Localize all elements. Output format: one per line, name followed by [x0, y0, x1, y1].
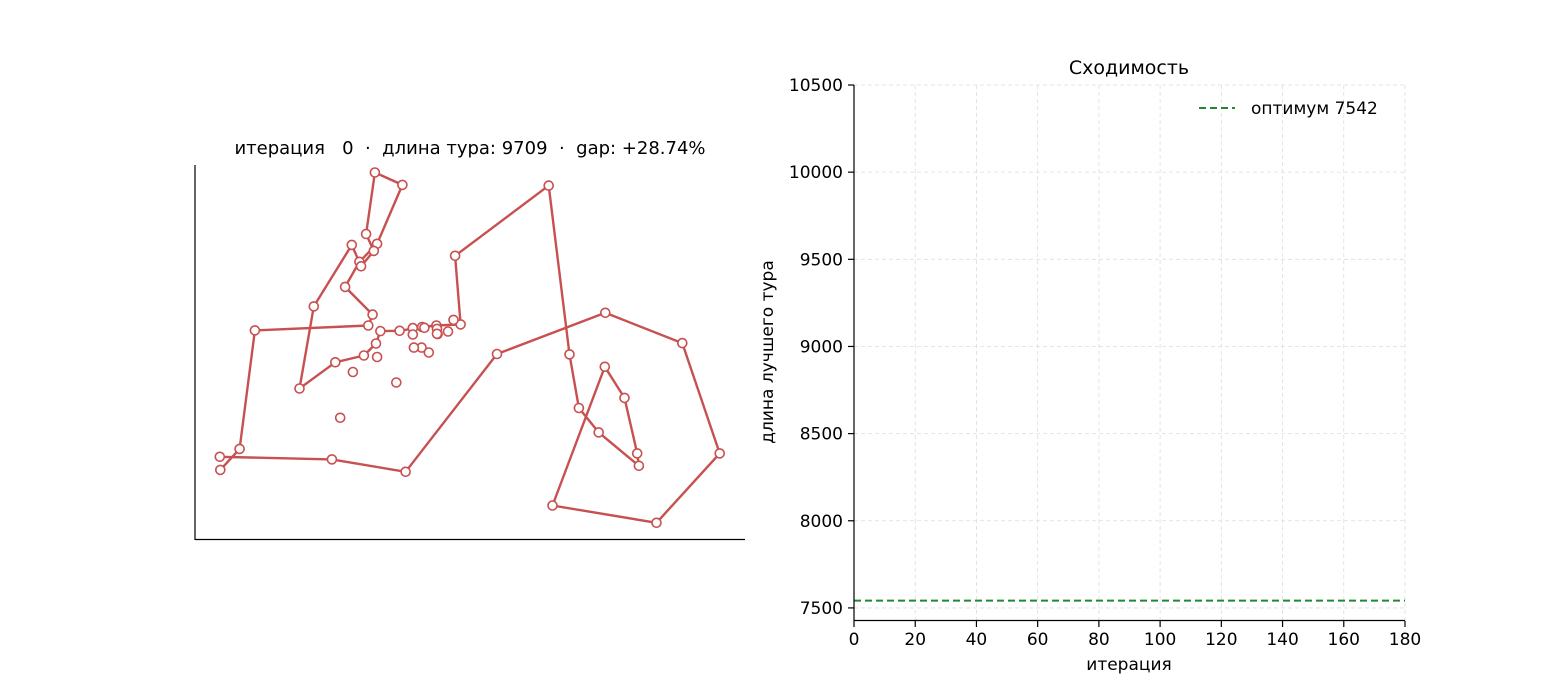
city-point: [214, 451, 226, 463]
city-point: [234, 443, 245, 455]
x-tick-label: 80: [1088, 630, 1110, 650]
convergence-y-label: длина лучшего тура: [758, 260, 778, 444]
tour-panel: итерация 0 · длина тура: 9709 · gap: +28…: [194, 138, 745, 541]
city-point: [346, 239, 358, 251]
city-point: [339, 281, 351, 293]
city-point: [547, 500, 558, 511]
city-point: [215, 464, 226, 476]
city-point: [397, 179, 408, 191]
city-point: [375, 325, 386, 337]
x-tick-label: 0: [849, 630, 860, 650]
tour-title: итерация 0 · длина тура: 9709 · gap: +28…: [234, 138, 705, 159]
city-point: [394, 325, 405, 337]
city-point: [593, 427, 605, 438]
y-tick-label: 9000: [800, 337, 843, 357]
city-point: [368, 245, 380, 257]
y-tick-label: 7500: [800, 599, 843, 619]
city-point: [294, 383, 305, 394]
city-point: [423, 347, 435, 358]
city-point: [355, 260, 367, 272]
city-point: [543, 180, 555, 191]
city-point: [326, 454, 338, 465]
city-point: [367, 309, 378, 320]
convergence-y-ticks: 7500 8000 8500 9000 9500 10000 10500: [789, 76, 854, 619]
city-point: [369, 167, 381, 178]
city-point: [308, 301, 320, 312]
city-point: [714, 448, 726, 459]
city-point: [491, 348, 503, 360]
x-tick-label: 120: [1205, 630, 1237, 650]
tour-path: [219, 171, 721, 524]
x-tick-label: 180: [1389, 630, 1421, 650]
convergence-legend: оптимум 7542: [1199, 99, 1378, 119]
convergence-x-ticks: 0 20 40 60 80 100 120 140 160 180: [849, 621, 1421, 650]
city-point: [599, 361, 611, 373]
city-point: [651, 517, 662, 529]
city-point: [676, 337, 688, 349]
city-point: [633, 460, 645, 472]
x-tick-label: 100: [1144, 630, 1176, 650]
convergence-x-label: итерация: [1086, 655, 1171, 675]
city-point: [358, 350, 370, 361]
x-tick-label: 60: [1027, 630, 1049, 650]
y-tick-label: 8500: [800, 425, 843, 445]
x-tick-label: 40: [966, 630, 988, 650]
y-tick-label: 10500: [789, 76, 843, 96]
city-point: [442, 326, 454, 337]
city-point: [449, 250, 461, 262]
convergence-grid: [853, 84, 1406, 621]
convergence-title: Сходимость: [1069, 57, 1189, 79]
city-point: [631, 448, 643, 459]
y-tick-label: 8000: [800, 512, 843, 532]
city-point: [408, 342, 420, 353]
city-point: [334, 412, 346, 424]
city-point: [370, 338, 382, 349]
city-point: [407, 329, 419, 340]
city-point: [390, 377, 402, 388]
y-tick-label: 9500: [800, 250, 843, 270]
city-point: [448, 314, 459, 326]
legend-optimum-label: оптимум 7542: [1251, 99, 1378, 119]
city-point: [362, 320, 374, 331]
x-tick-label: 160: [1328, 630, 1360, 650]
convergence-panel: 0 20 40 60 80 100 120 140 160 180 7500 8000 8500 900…: [758, 57, 1421, 675]
city-point: [619, 392, 630, 404]
city-point: [400, 466, 411, 478]
city-point: [419, 322, 430, 334]
city-point: [564, 349, 575, 360]
x-tick-label: 140: [1266, 630, 1298, 650]
city-point: [347, 366, 359, 378]
city-point: [329, 356, 341, 368]
city-point: [599, 307, 611, 319]
city-point: [249, 325, 261, 336]
city-point: [573, 402, 585, 414]
tour-marks: [214, 167, 726, 529]
y-tick-label: 10000: [789, 163, 843, 183]
city-point: [371, 351, 383, 363]
city-point: [431, 328, 443, 340]
x-tick-label: 20: [904, 630, 926, 650]
city-point: [360, 228, 372, 240]
